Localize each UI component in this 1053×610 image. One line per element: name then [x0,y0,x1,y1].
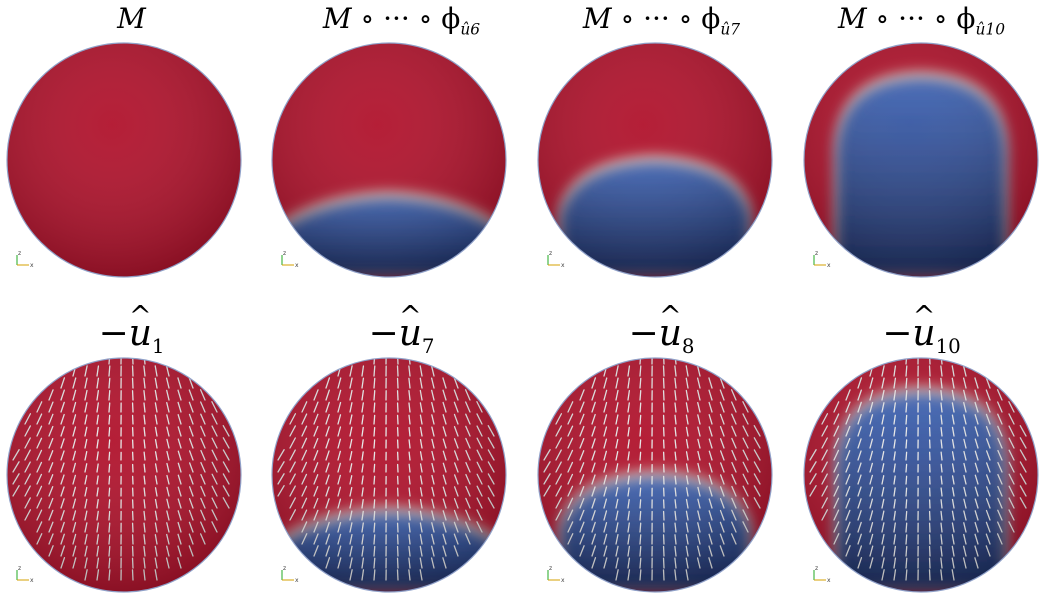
panel-m7: M ∘ ··· ∘ ϕû7 [530,0,793,305]
panel-label-u1: −u1 [0,313,263,358]
panel-u8: −u8 [530,305,793,610]
panel-u7: −u7 [270,305,533,610]
panel-u1: −u1 [0,305,263,610]
panel-m6: M ∘ ··· ∘ ϕû6 [270,0,533,305]
panel-label-m6: M ∘ ··· ∘ ϕû6 [322,2,481,39]
panel-label-m7: M ∘ ··· ∘ ϕû7 [582,2,741,39]
panel-label-u8: −u8 [530,313,793,358]
panel-u10: −u10 [790,305,1053,610]
panel-label-m: M [117,2,146,35]
panel-label-u7: −u7 [270,313,533,358]
panel-m: M [0,0,263,305]
panel-label-u10: −u10 [790,313,1053,358]
panel-m10: M ∘ ··· ∘ ϕû10 [790,0,1053,305]
panel-label-m10: M ∘ ··· ∘ ϕû10 [837,2,1005,39]
